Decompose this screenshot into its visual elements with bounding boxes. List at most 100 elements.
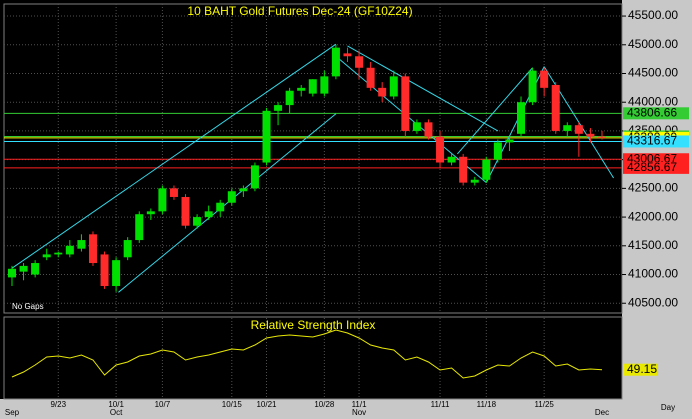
x-tick-label: 10/7 xyxy=(155,400,171,409)
candle-body xyxy=(528,70,537,103)
y-tick-label: 42000.00 xyxy=(628,209,678,223)
marks xyxy=(4,43,622,379)
trendline xyxy=(118,113,337,293)
y-tick-label: 40500.00 xyxy=(628,295,678,309)
candle-body xyxy=(112,260,121,287)
x-unit: Day xyxy=(661,403,675,412)
candle-body xyxy=(401,76,410,131)
month-label: Dec xyxy=(595,408,609,417)
candle-body xyxy=(517,102,526,134)
level-label-bg xyxy=(623,107,689,120)
level-label: 43316.67 xyxy=(627,134,677,148)
rsi-panel xyxy=(3,316,623,400)
note: No Gaps xyxy=(12,302,44,311)
candle-body xyxy=(574,125,583,134)
candle-body xyxy=(239,188,248,192)
candle-body xyxy=(343,53,352,57)
candle-body xyxy=(31,263,40,275)
date-axis-bg xyxy=(0,399,692,419)
candle-body xyxy=(355,56,364,68)
candle-body xyxy=(308,79,317,94)
main-panel xyxy=(3,3,623,314)
rsi-title: Relative Strength Index xyxy=(251,318,376,332)
level-label-bg xyxy=(623,135,689,148)
candle-body xyxy=(65,245,74,255)
rsi-label-bg xyxy=(623,363,657,376)
candle-body xyxy=(19,265,28,272)
candle-body xyxy=(412,122,421,131)
chart-title: 10 BAHT Gold Futures Dec-24 (GF10Z24) xyxy=(187,4,412,18)
level-label: 43806.66 xyxy=(627,105,677,119)
candle-body xyxy=(262,110,271,163)
candle-body xyxy=(563,125,572,131)
candle-body xyxy=(505,139,514,143)
candle-body xyxy=(216,202,225,212)
candle-body xyxy=(493,142,502,160)
candle-body xyxy=(389,76,398,97)
trendline xyxy=(457,67,533,155)
candle-body xyxy=(320,76,329,94)
candle-body xyxy=(181,196,190,226)
candle-body xyxy=(366,67,375,88)
y-tick-label: 44500.00 xyxy=(628,66,678,80)
rsi-line xyxy=(11,329,603,379)
candle-body xyxy=(436,136,445,163)
candle-body xyxy=(169,188,178,197)
candle-body xyxy=(146,211,155,215)
price-axis-bg xyxy=(622,0,692,419)
grid xyxy=(4,4,622,398)
level-label: 42856.67 xyxy=(627,160,677,174)
rsi-last-label: 49.15 xyxy=(627,362,657,376)
candle-body xyxy=(193,217,202,226)
candle-body xyxy=(158,188,167,212)
y-tick-label: 42500.00 xyxy=(628,181,678,195)
candle-body xyxy=(100,254,109,287)
x-tick-label: 10/1 xyxy=(108,400,124,409)
level-label-bg xyxy=(623,161,689,174)
candle-body xyxy=(297,87,306,91)
y-tick-label: 41000.00 xyxy=(628,267,678,281)
candle-body xyxy=(227,191,236,203)
x-tick-label: 10/15 xyxy=(222,400,243,409)
candle-body xyxy=(598,136,606,138)
candle-body xyxy=(447,156,456,163)
candle-body xyxy=(123,240,132,258)
candle-body xyxy=(135,214,144,241)
candle-body xyxy=(42,254,51,258)
trendline xyxy=(347,45,499,132)
y-tick-label: 41500.00 xyxy=(628,238,678,252)
x-tick-label: 11/18 xyxy=(477,400,497,409)
candle-body xyxy=(204,211,213,218)
candle-body xyxy=(470,179,479,183)
y-tick-label: 45500.00 xyxy=(628,8,678,22)
candle-body xyxy=(54,252,63,255)
candle-body xyxy=(551,84,560,131)
candle-body xyxy=(8,268,16,278)
candle-body xyxy=(586,133,595,137)
trendline xyxy=(11,43,337,269)
x-tick-label: 10/28 xyxy=(314,400,335,409)
candle-body xyxy=(274,105,283,111)
y-tick-label: 45000.00 xyxy=(628,37,678,51)
candle-body xyxy=(88,234,97,264)
candle-body xyxy=(482,159,491,180)
candle-body xyxy=(331,47,340,77)
month-label: Oct xyxy=(110,408,123,417)
candle-body xyxy=(378,87,387,97)
x-tick-label: 11/25 xyxy=(534,400,554,409)
x-tick-label: 11/1 xyxy=(352,400,368,409)
x-tick-label: 9/23 xyxy=(50,400,66,409)
candle-body xyxy=(540,70,549,88)
candle-body xyxy=(250,165,259,189)
candle-body xyxy=(285,90,294,106)
candle-body xyxy=(77,240,86,249)
x-tick-label: 11/11 xyxy=(431,400,450,409)
month-label: Nov xyxy=(352,408,366,417)
y-tick-label: 44000.00 xyxy=(628,94,678,108)
month-label: Sep xyxy=(5,408,20,417)
candle-body xyxy=(424,122,433,137)
candle-body xyxy=(459,156,468,183)
x-tick-label: 10/21 xyxy=(256,400,277,409)
